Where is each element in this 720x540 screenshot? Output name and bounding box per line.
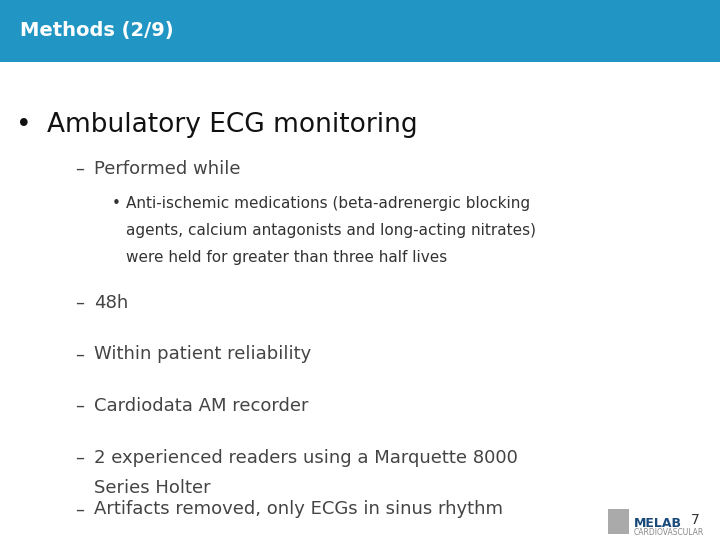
Text: CARDIOVASCULAR: CARDIOVASCULAR xyxy=(634,528,704,537)
Text: –: – xyxy=(76,397,85,415)
Text: –: – xyxy=(76,501,85,518)
Text: Series Holter: Series Holter xyxy=(94,479,210,497)
Text: Anti-ischemic medications (beta-adrenergic blocking: Anti-ischemic medications (beta-adrenerg… xyxy=(126,196,530,211)
Text: Within patient reliability: Within patient reliability xyxy=(94,346,311,363)
Text: were held for greater than three half lives: were held for greater than three half li… xyxy=(126,251,447,265)
Text: MELAB: MELAB xyxy=(634,517,682,530)
Text: –: – xyxy=(76,160,85,178)
Text: 7: 7 xyxy=(691,512,700,526)
Text: –: – xyxy=(76,346,85,363)
Text: agents, calcium antagonists and long-acting nitrates): agents, calcium antagonists and long-act… xyxy=(126,223,536,238)
Text: –: – xyxy=(76,449,85,467)
Text: 48h: 48h xyxy=(94,294,128,312)
Text: 2 experienced readers using a Marquette 8000: 2 experienced readers using a Marquette … xyxy=(94,449,518,467)
Text: Artifacts removed, only ECGs in sinus rhythm: Artifacts removed, only ECGs in sinus rh… xyxy=(94,501,503,518)
Text: •: • xyxy=(112,196,120,211)
Text: Cardiodata AM recorder: Cardiodata AM recorder xyxy=(94,397,308,415)
Text: –: – xyxy=(76,294,85,312)
Text: Methods (2/9): Methods (2/9) xyxy=(20,22,174,40)
Text: Ambulatory ECG monitoring: Ambulatory ECG monitoring xyxy=(47,112,418,138)
Text: •: • xyxy=(16,112,32,138)
Text: Performed while: Performed while xyxy=(94,160,240,178)
